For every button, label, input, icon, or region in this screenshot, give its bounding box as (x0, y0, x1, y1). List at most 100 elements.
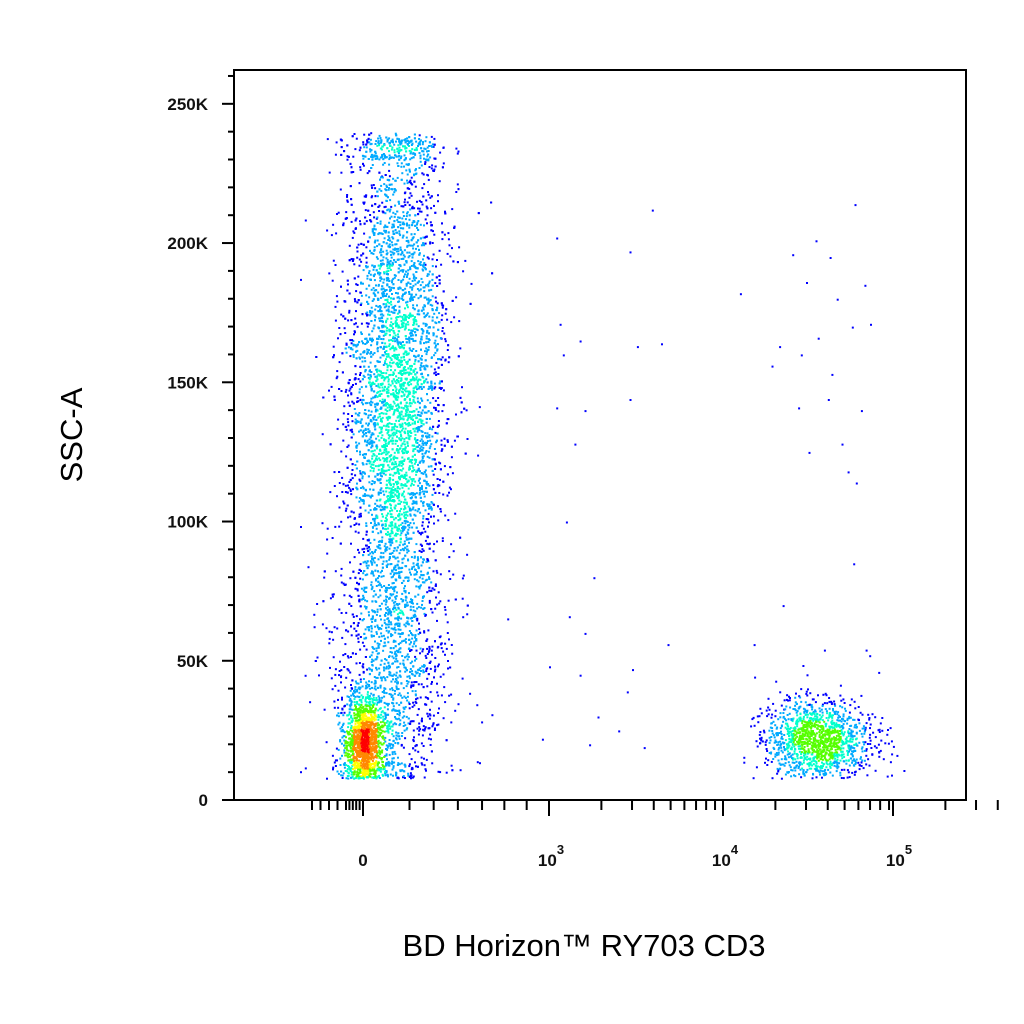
data-point (382, 372, 385, 374)
data-point (446, 349, 449, 351)
data-point (380, 232, 383, 235)
data-point (417, 325, 420, 328)
data-point (409, 244, 412, 247)
data-point (385, 194, 388, 197)
data-point (406, 272, 409, 275)
data-point (412, 277, 415, 280)
data-point (395, 674, 398, 677)
data-point (413, 453, 416, 456)
data-point (421, 490, 424, 493)
data-point (431, 143, 434, 146)
data-point (408, 390, 411, 393)
data-point (374, 294, 377, 297)
data-point (386, 704, 389, 707)
data-point (388, 305, 390, 308)
data-point (408, 638, 411, 641)
data-point (387, 469, 390, 471)
data-point (446, 252, 449, 255)
data-point (385, 363, 388, 366)
data-point (405, 337, 408, 340)
data-point (398, 524, 400, 527)
data-point (441, 356, 444, 359)
data-point (415, 440, 417, 443)
data-point (429, 401, 432, 404)
data-point (338, 471, 341, 473)
data-point (431, 458, 434, 461)
data-point (429, 507, 432, 510)
data-point (366, 547, 369, 550)
data-point (409, 208, 412, 211)
data-point (390, 148, 393, 151)
data-point (423, 147, 426, 150)
data-point (404, 390, 407, 393)
data-point (423, 183, 426, 186)
data-point (420, 277, 423, 280)
data-point (382, 320, 384, 323)
data-point (426, 275, 429, 277)
data-point (427, 338, 430, 341)
data-point (417, 354, 420, 357)
data-point (384, 332, 387, 335)
data-point (404, 138, 407, 141)
data-point (417, 400, 420, 403)
data-point (426, 647, 429, 650)
data-point (418, 138, 421, 140)
data-point (404, 522, 407, 525)
data-point (403, 495, 406, 498)
data-point (386, 261, 389, 264)
data-point (401, 696, 404, 699)
data-point (405, 485, 408, 487)
data-point (380, 602, 383, 605)
data-point (359, 577, 362, 580)
data-point (393, 425, 396, 428)
data-point (441, 537, 444, 540)
data-point (428, 599, 431, 602)
data-point (359, 168, 362, 171)
data-point (379, 279, 382, 282)
data-point (379, 488, 382, 491)
data-point (432, 253, 435, 256)
data-point (354, 317, 357, 320)
data-point (385, 136, 388, 139)
data-point (394, 357, 397, 360)
data-point (378, 273, 381, 276)
data-point (413, 152, 416, 155)
data-point (388, 481, 391, 484)
data-point (396, 572, 399, 575)
data-point (362, 201, 365, 204)
data-point (391, 226, 394, 229)
data-point (430, 229, 433, 232)
data-point (387, 188, 390, 191)
data-point (404, 526, 407, 529)
data-point (390, 365, 393, 368)
data-point (405, 669, 408, 672)
data-point (419, 160, 422, 163)
data-point (349, 355, 352, 358)
data-point (417, 379, 419, 382)
data-point (424, 218, 427, 221)
data-point (391, 264, 394, 267)
data-point (350, 220, 353, 223)
data-point (362, 399, 365, 402)
data-point (419, 728, 422, 731)
data-point (448, 638, 450, 641)
data-point (431, 304, 434, 307)
data-point (388, 137, 391, 140)
data-point (413, 354, 416, 357)
data-point (414, 391, 417, 394)
data-point (421, 581, 424, 584)
data-point (412, 348, 415, 350)
data-point (395, 323, 398, 326)
data-point (396, 355, 399, 358)
data-point (377, 718, 380, 721)
data-point (378, 267, 381, 270)
data-point (370, 625, 373, 628)
data-point (389, 403, 392, 406)
data-point (410, 239, 413, 242)
data-point (387, 245, 390, 248)
data-point (400, 320, 403, 322)
data-point (430, 135, 433, 138)
data-point (396, 591, 398, 594)
data-point (408, 430, 411, 433)
data-point (401, 344, 404, 347)
